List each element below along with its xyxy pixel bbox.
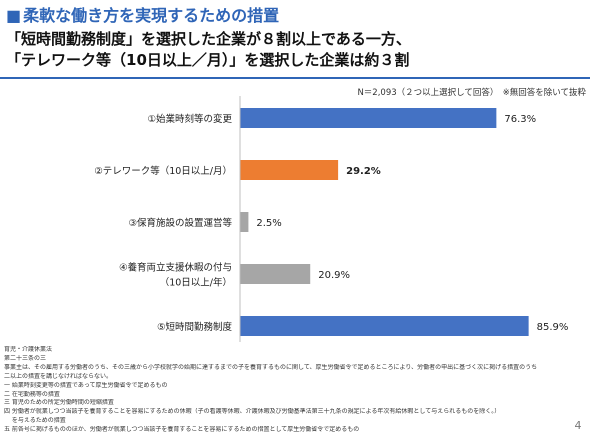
footnote-line: を与えるための措置	[4, 417, 66, 425]
bar-value-label: 2.5%	[256, 218, 281, 229]
page-title-text: 柔軟な働き方を実現するための措置	[23, 6, 280, 25]
headline-line-1: 「短時間勤務制度」を選択した企業が８割以上である一方、	[6, 30, 411, 48]
sample-note: N＝2,093（２つ以上選択して回答） ※無回答を除いて抜粋	[357, 88, 586, 98]
footnote-line: 二以上の措置を講じなければならない。	[4, 372, 113, 380]
header-divider	[0, 77, 590, 79]
legal-footnote: 育児・介護休業法 第二十三条の三 事業主は、その雇用する労働者のうち、その三歳か…	[4, 346, 580, 435]
bar	[240, 108, 497, 128]
footnote-line: 事業主は、その雇用する労働者のうち、その三歳から小学校就学の始期に達するまでの子…	[4, 363, 538, 371]
category-label: ④養育両立支援休暇の付与	[119, 262, 232, 274]
footnote-line: 四 労働者が就業しつつ当該子を養育することを容易にするための休暇（子の看護等休暇…	[4, 408, 501, 416]
bar	[240, 212, 249, 232]
bar-value-label: 20.9%	[318, 270, 350, 281]
headline: 「短時間勤務制度」を選択した企業が８割以上である一方、 「テレワーク等（10日以…	[6, 29, 586, 71]
category-label: ⑤短時間勤務制度	[157, 321, 233, 333]
bar-chart: 76.3% ①始業時刻等の変更 29.2% ②テレワーク等（10日以上/月） 2.5% ③…	[94, 96, 569, 342]
category-label: ②テレワーク等（10日以上/月）	[94, 165, 232, 177]
bar-value-label: 29.2%	[346, 166, 381, 177]
bar	[240, 316, 529, 336]
category-label: （10日以上/年）	[160, 277, 232, 289]
footnote-line: 五 前各号に掲げるもののほか、労働者が就業しつつ当該子を養育することを容易にする…	[4, 426, 360, 434]
headline-line-2: 「テレワーク等（10日以上／月）」を選択した企業は約３割	[6, 51, 410, 69]
footnote-line: 一 始業時刻変更等の措置であって厚生労働省令で定めるもの	[4, 381, 168, 389]
footnote-line: 第二十三条の三	[4, 354, 47, 362]
bar-value-label: 85.9%	[537, 322, 569, 333]
bar	[240, 160, 339, 180]
page-number: 4	[574, 419, 582, 432]
footnote-line: 二 在宅勤務等の措置	[4, 390, 60, 398]
bar-value-label: 76.3%	[504, 114, 536, 125]
bar	[240, 264, 311, 284]
title-square-marker: ■	[6, 6, 22, 25]
footnote-line: 三 育児のための所定労働時間の短縮措置	[4, 399, 114, 407]
category-label: ①始業時刻等の変更	[147, 113, 232, 125]
footnote-line: 育児・介護休業法	[4, 346, 53, 353]
category-label: ③保育施設の設置運営等	[128, 217, 232, 229]
page-title: ■ 柔軟な働き方を実現するための措置	[6, 2, 586, 26]
